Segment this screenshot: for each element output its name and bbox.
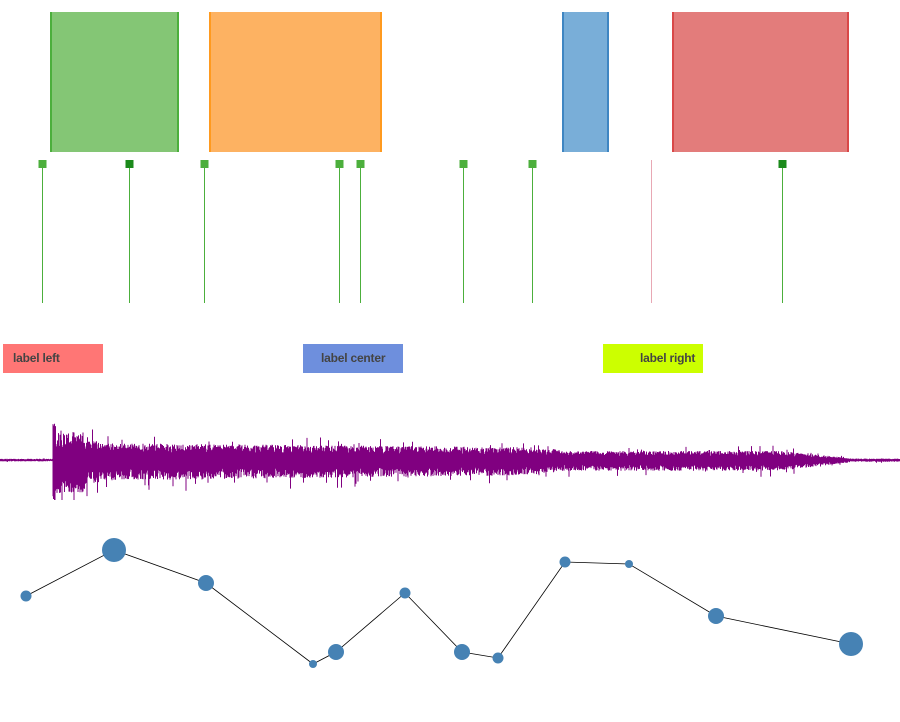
line-chart-svg	[20, 538, 863, 668]
region-red-handle-end[interactable]	[847, 12, 849, 152]
line-point-6[interactable]	[399, 587, 411, 599]
markers-track	[0, 156, 900, 306]
label-center[interactable]: label center	[303, 344, 403, 373]
line-path	[25, 549, 852, 665]
line-point-11[interactable]	[708, 608, 724, 624]
region-blue[interactable]	[562, 12, 609, 152]
marker-handle[interactable]	[38, 160, 47, 168]
region-orange[interactable]	[209, 12, 382, 152]
region-blue-body[interactable]	[562, 12, 609, 152]
region-green[interactable]	[50, 12, 179, 152]
marker-5[interactable]	[356, 160, 365, 303]
line-point-7[interactable]	[454, 644, 470, 660]
line-chart	[0, 530, 900, 670]
region-blue-handle-start[interactable]	[562, 12, 564, 152]
line-point-1[interactable]	[20, 590, 32, 602]
marker-3[interactable]	[200, 160, 209, 303]
labels-track: label left label center label right	[0, 340, 900, 380]
label-left[interactable]: label left	[3, 344, 103, 373]
marker-handle[interactable]	[125, 160, 134, 168]
marker-handle[interactable]	[528, 160, 537, 168]
marker-handle[interactable]	[356, 160, 365, 168]
region-orange-handle-start[interactable]	[209, 12, 211, 152]
region-green-body[interactable]	[50, 12, 179, 152]
line-point-3[interactable]	[198, 575, 214, 591]
line-point-12[interactable]	[839, 632, 863, 656]
line-point-10[interactable]	[625, 560, 633, 568]
region-green-handle-start[interactable]	[50, 12, 52, 152]
label-right[interactable]: label right	[603, 344, 703, 373]
waveform-svg	[0, 423, 900, 500]
line-point-2[interactable]	[102, 538, 126, 562]
line-point-4[interactable]	[309, 660, 317, 668]
line-point-8[interactable]	[492, 652, 504, 664]
region-orange-body[interactable]	[209, 12, 382, 152]
waveform[interactable]	[0, 400, 900, 500]
region-blue-handle-end[interactable]	[607, 12, 609, 152]
region-red-body[interactable]	[672, 12, 849, 152]
marker-handle[interactable]	[335, 160, 344, 168]
regions-svg	[50, 12, 849, 152]
marker-handle[interactable]	[459, 160, 468, 168]
waveform-path	[0, 423, 900, 500]
line-point-9[interactable]	[559, 556, 571, 568]
marker-4[interactable]	[335, 160, 344, 303]
line-point-5[interactable]	[328, 644, 344, 660]
marker-2[interactable]	[125, 160, 134, 303]
marker-7[interactable]	[528, 160, 537, 303]
region-red[interactable]	[672, 12, 849, 152]
regions-track	[0, 0, 900, 160]
marker-1[interactable]	[38, 160, 47, 303]
marker-handle[interactable]	[200, 160, 209, 168]
markers-svg	[38, 160, 787, 303]
region-red-handle-start[interactable]	[672, 12, 674, 152]
marker-6[interactable]	[459, 160, 468, 303]
region-orange-handle-end[interactable]	[380, 12, 382, 152]
marker-handle[interactable]	[778, 160, 787, 168]
region-green-handle-end[interactable]	[177, 12, 179, 152]
marker-9[interactable]	[778, 160, 787, 303]
